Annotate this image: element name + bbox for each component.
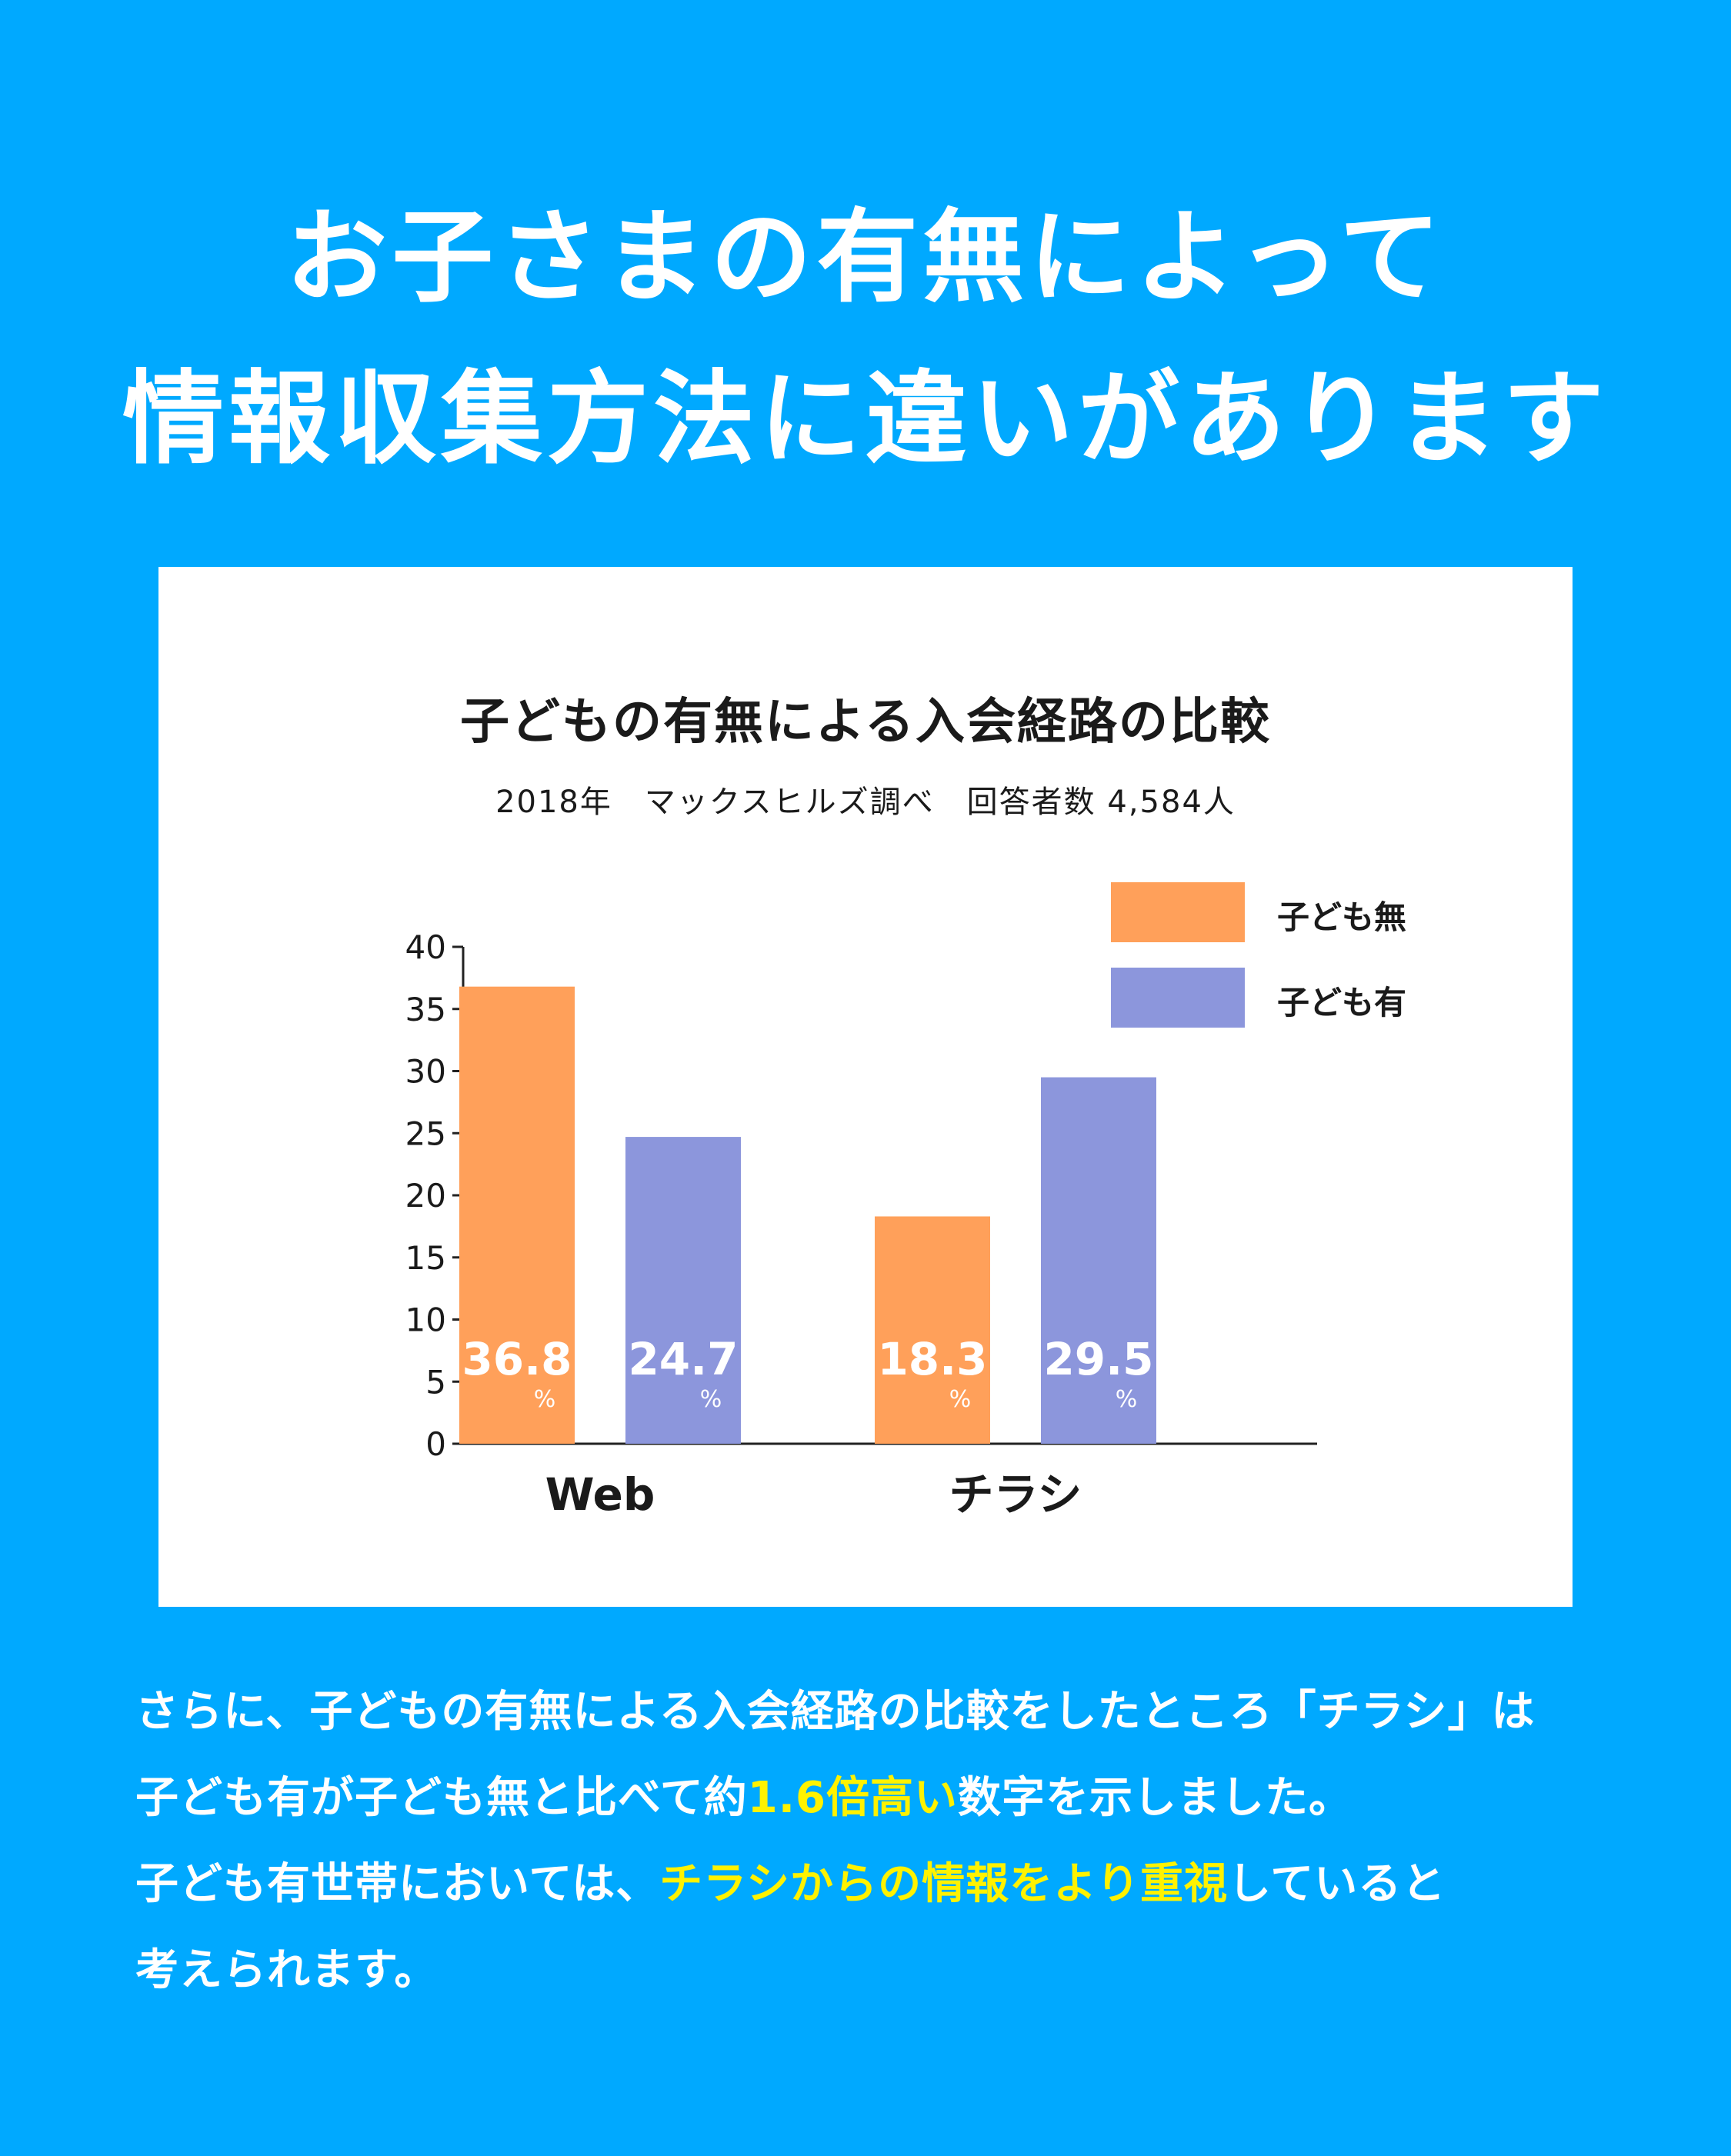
description-line-3-a: 子ども有世帯においては、 [135,1859,660,1909]
y-tick-label: 35 [405,991,446,1028]
description-line-2: 子ども有が子ども無と比べて約1.6倍高い数字を示しました。 [135,1755,1636,1841]
headline-line-2: 情報収集方法に違いがあります [122,360,1609,478]
y-tick-label: 10 [405,1301,446,1339]
bar-unit-label: % [700,1386,722,1413]
bar-value-label: 24.7 [628,1333,738,1385]
bar-unit-label: % [1116,1386,1138,1413]
bar-unit-label: % [949,1386,972,1413]
legend-label-no-children: 子ども無 [1277,898,1407,936]
x-category-label: Web [545,1468,655,1521]
legend-swatch-no-children [1111,882,1245,942]
description-line-1: さらに、子どもの有無による入会経路の比較をしたところ「チラシ」は [135,1687,1536,1737]
chart-title: 子どもの有無による入会経路の比較 [459,694,1272,751]
bar [1041,1077,1156,1444]
y-tick-label: 40 [405,928,446,966]
chart-card: 子どもの有無による入会経路の比較 2018年 マックスヒルズ調べ 回答者数 4,… [158,567,1573,1607]
chart-subtitle: 2018年 マックスヒルズ調べ 回答者数 4,584人 [495,785,1236,820]
y-tick-label: 0 [425,1425,446,1463]
y-tick-label: 30 [405,1053,446,1091]
bar-value-label: 36.8 [462,1333,572,1385]
bar [625,1137,741,1444]
description-line-2-b: 数字を示しました。 [957,1773,1352,1823]
legend-swatch-with-children [1111,968,1245,1028]
highlight-ratio: 1.6倍高い [747,1773,958,1823]
bar-unit-label: % [534,1386,556,1413]
y-tick-label: 15 [405,1239,446,1277]
y-tick-label: 20 [405,1177,446,1215]
y-tick-label: 25 [405,1115,446,1152]
highlight-flyer-emphasis: チラシからの情報をより重視 [659,1859,1228,1909]
description-line-4: 考えられます。 [135,1945,439,1995]
description-line-2-a: 子ども有が子ども無と比べて約 [135,1773,748,1823]
description: さらに、子どもの有無による入会経路の比較をしたところ「チラシ」は 子ども有が子ど… [135,1669,1636,2014]
y-tick-label: 5 [425,1363,446,1401]
bar-value-label: 18.3 [877,1333,987,1385]
bar [459,986,575,1444]
bar-value-label: 29.5 [1043,1333,1153,1385]
bar-chart: 051015202530354036.8%24.7%Web18.3%29.5%チ… [405,928,1317,1521]
headline: お子さまの有無によって 情報収集方法に違いがあります [0,177,1731,500]
description-line-3-b: していると [1227,1859,1446,1909]
headline-line-1: お子さまの有無によって [285,198,1446,317]
x-category-label: チラシ [949,1468,1082,1521]
description-line-3: 子ども有世帯においては、チラシからの情報をより重視していると [135,1841,1636,1928]
legend-label-with-children: 子ども有 [1277,984,1407,1021]
bar [875,1216,990,1444]
